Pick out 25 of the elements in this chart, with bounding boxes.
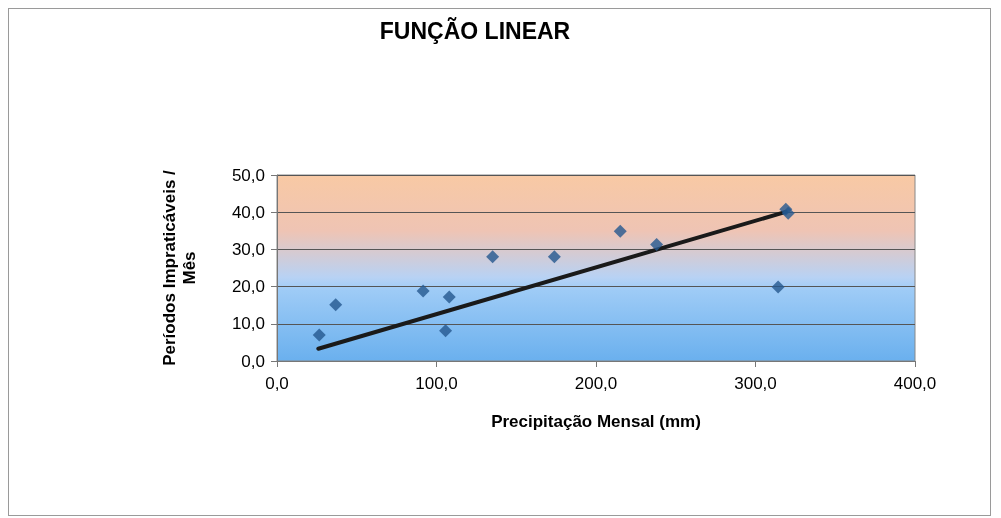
chart-title: FUNÇÃO LINEAR xyxy=(379,16,571,44)
x-tick-label: 0,0 xyxy=(265,374,289,393)
x-tick-label: 100,0 xyxy=(415,374,458,393)
point xyxy=(439,324,453,338)
x-axis-title: Precipitação Mensal (mm) xyxy=(491,412,701,431)
y-tick-label: 20,0 xyxy=(231,277,265,297)
x-tick-label: 200,0 xyxy=(574,374,618,393)
point xyxy=(312,328,326,342)
point xyxy=(329,298,343,312)
point xyxy=(547,250,561,264)
point xyxy=(613,224,627,238)
point xyxy=(650,238,664,252)
point xyxy=(781,206,795,220)
point xyxy=(486,250,500,264)
y-tick-label: 10,0 xyxy=(231,314,265,334)
point xyxy=(416,284,430,298)
y-tick-label: 50,0 xyxy=(231,165,265,185)
point xyxy=(442,290,456,304)
x-tick-label: 300,0 xyxy=(734,374,777,393)
point xyxy=(771,280,785,294)
y-tick-label: 40,0 xyxy=(231,202,265,222)
y-tick-label: 0,0 xyxy=(241,351,265,371)
y-tick-label: 30,0 xyxy=(231,239,265,259)
y-axis-title: Períodos Impraticáveis / Mês xyxy=(159,169,199,366)
x-tick-label: 400,0 xyxy=(893,374,937,393)
